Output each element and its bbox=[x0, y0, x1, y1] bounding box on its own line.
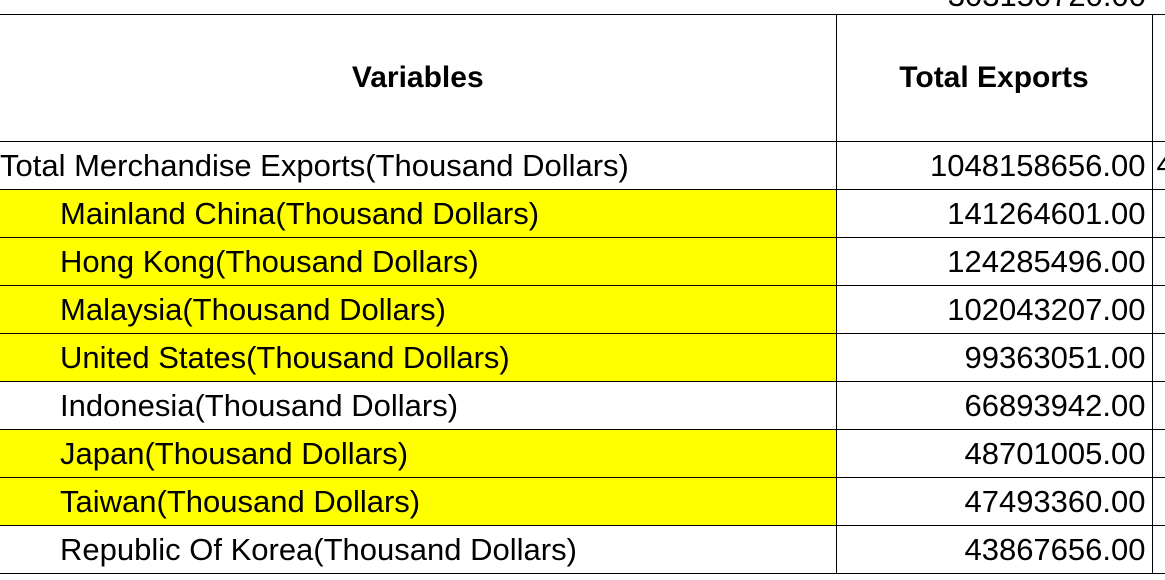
variable-cell[interactable]: Hong Kong(Thousand Dollars) bbox=[0, 237, 836, 286]
next-column-cell[interactable] bbox=[1151, 429, 1165, 478]
table-row: Total Merchandise Exports(Thousand Dolla… bbox=[0, 141, 1165, 190]
next-column-cell[interactable]: 4 bbox=[1151, 141, 1165, 190]
header-total-exports-cell[interactable]: Total Exports bbox=[835, 14, 1152, 142]
table-row: United States(Thousand Dollars) 99363051.… bbox=[0, 333, 1165, 382]
total-exports-cell[interactable]: 124285496.00 bbox=[835, 237, 1152, 286]
header-row: Variables Total Exports bbox=[0, 14, 1165, 142]
total-exports-cell[interactable]: 1048158656.00 bbox=[835, 141, 1152, 190]
variable-cell[interactable]: Republic Of Korea(Thousand Dollars) bbox=[0, 525, 836, 574]
partial-cell-value: 303150720.00 bbox=[948, 0, 1146, 14]
next-column-cell[interactable] bbox=[1151, 237, 1165, 286]
next-column-cell[interactable] bbox=[1151, 189, 1165, 238]
total-exports-cell[interactable]: 99363051.00 bbox=[835, 333, 1152, 382]
table-row: Hong Kong(Thousand Dollars) 124285496.00 bbox=[0, 237, 1165, 286]
previous-row-strip[interactable]: 303150720.00 bbox=[0, 0, 1165, 15]
next-column-cell[interactable] bbox=[1151, 285, 1165, 334]
variable-cell[interactable]: Malaysia(Thousand Dollars) bbox=[0, 285, 836, 334]
table-row: Taiwan(Thousand Dollars) 47493360.00 bbox=[0, 477, 1165, 526]
total-exports-cell[interactable]: 141264601.00 bbox=[835, 189, 1152, 238]
exports-table: Variables Total Exports Total Merchandis… bbox=[0, 14, 1165, 574]
variable-cell[interactable]: Taiwan(Thousand Dollars) bbox=[0, 477, 836, 526]
variable-cell[interactable]: United States(Thousand Dollars) bbox=[0, 333, 836, 382]
variable-cell[interactable]: Total Merchandise Exports(Thousand Dolla… bbox=[0, 141, 836, 190]
next-column-cell[interactable] bbox=[1151, 381, 1165, 430]
next-column-cell[interactable] bbox=[1151, 525, 1165, 574]
total-exports-cell[interactable]: 102043207.00 bbox=[835, 285, 1152, 334]
header-variables-cell[interactable]: Variables bbox=[0, 14, 836, 142]
total-exports-cell[interactable]: 43867656.00 bbox=[835, 525, 1152, 574]
total-exports-cell[interactable]: 48701005.00 bbox=[835, 429, 1152, 478]
variable-cell[interactable]: Japan(Thousand Dollars) bbox=[0, 429, 836, 478]
total-exports-cell[interactable]: 47493360.00 bbox=[835, 477, 1152, 526]
table-row: Mainland China(Thousand Dollars) 14126460… bbox=[0, 189, 1165, 238]
variable-cell[interactable]: Indonesia(Thousand Dollars) bbox=[0, 381, 836, 430]
table-row: Indonesia(Thousand Dollars) 66893942.00 bbox=[0, 381, 1165, 430]
next-column-peek-text: 4 bbox=[1157, 148, 1165, 182]
table-row: Japan(Thousand Dollars) 48701005.00 bbox=[0, 429, 1165, 478]
total-exports-cell[interactable]: 66893942.00 bbox=[835, 381, 1152, 430]
table-row: Republic Of Korea(Thousand Dollars) 43867… bbox=[0, 525, 1165, 574]
next-column-cell[interactable] bbox=[1151, 333, 1165, 382]
variable-cell[interactable]: Mainland China(Thousand Dollars) bbox=[0, 189, 836, 238]
next-column-cell[interactable] bbox=[1151, 477, 1165, 526]
header-next-column-cell[interactable] bbox=[1151, 14, 1165, 142]
table-row: Malaysia(Thousand Dollars) 102043207.00 bbox=[0, 285, 1165, 334]
